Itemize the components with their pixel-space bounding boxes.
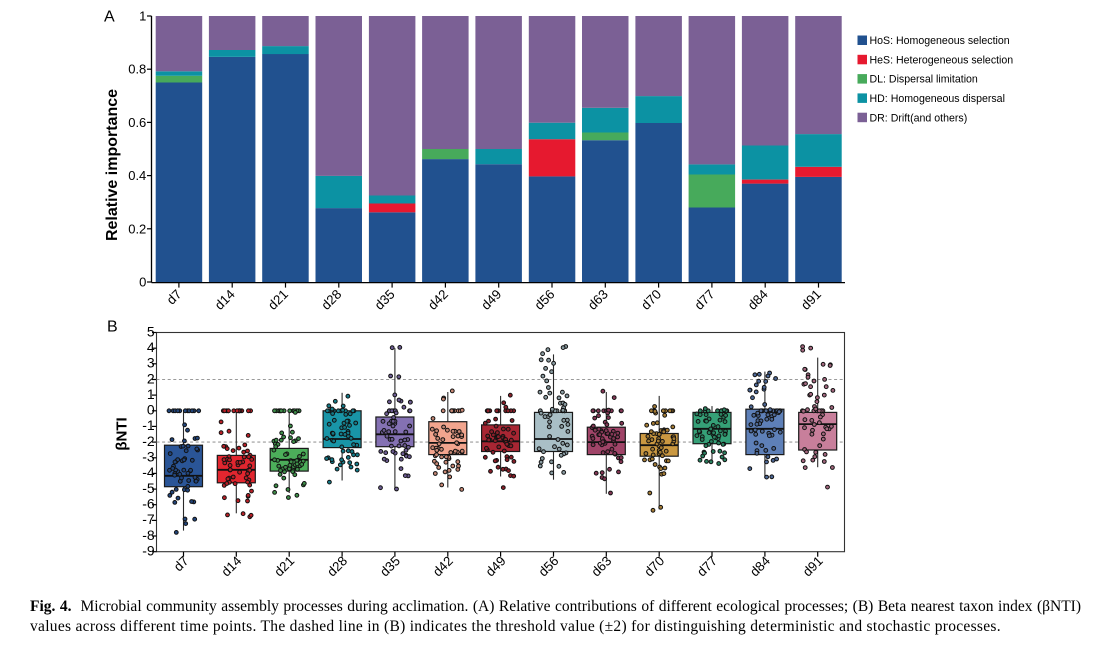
svg-text:0.8: 0.8 — [128, 62, 146, 77]
svg-text:DL: Dispersal limitation: DL: Dispersal limitation — [870, 74, 978, 86]
svg-text:Relative importance: Relative importance — [104, 89, 121, 241]
svg-text:-3: -3 — [142, 449, 155, 465]
svg-text:0.2: 0.2 — [128, 221, 146, 236]
svg-text:-5: -5 — [142, 480, 155, 496]
svg-text:βNTI: βNTI — [114, 417, 131, 450]
svg-text:B: B — [107, 319, 118, 336]
svg-text:0: 0 — [139, 275, 146, 290]
svg-text:-9: -9 — [142, 543, 155, 559]
svg-text:-7: -7 — [142, 511, 155, 527]
svg-text:4: 4 — [147, 339, 155, 355]
svg-text:3: 3 — [147, 355, 155, 371]
svg-text:-1: -1 — [142, 417, 155, 433]
svg-text:0: 0 — [147, 402, 155, 418]
svg-text:1: 1 — [139, 9, 146, 24]
svg-text:-4: -4 — [142, 464, 155, 480]
svg-text:A: A — [104, 9, 115, 26]
svg-text:DR: Drift(and others): DR: Drift(and others) — [870, 112, 968, 124]
svg-text:1: 1 — [147, 386, 155, 402]
svg-text:-2: -2 — [142, 433, 155, 449]
svg-text:0.4: 0.4 — [128, 168, 146, 183]
svg-text:HoS: Homogeneous selection: HoS: Homogeneous selection — [870, 35, 1010, 47]
svg-text:-6: -6 — [142, 496, 155, 512]
svg-text:0.6: 0.6 — [128, 115, 146, 130]
svg-text:-8: -8 — [142, 527, 155, 543]
svg-text:HD: Homogeneous dispersal: HD: Homogeneous dispersal — [870, 93, 1005, 105]
svg-text:5: 5 — [147, 323, 155, 339]
svg-text:2: 2 — [147, 370, 155, 386]
svg-text:HeS: Heterogeneous selection: HeS: Heterogeneous selection — [870, 54, 1014, 66]
